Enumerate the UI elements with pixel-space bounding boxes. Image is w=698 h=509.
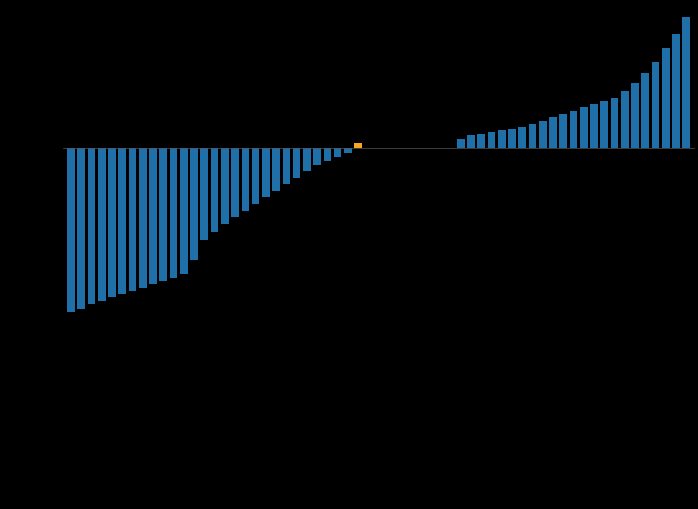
Bar [180, 149, 188, 275]
Bar [139, 149, 147, 288]
Bar [231, 149, 239, 218]
Bar [683, 18, 690, 149]
Bar [272, 149, 280, 191]
Bar [128, 149, 136, 291]
Bar [559, 115, 567, 149]
Bar [519, 128, 526, 149]
Bar [313, 149, 321, 165]
Bar [539, 121, 547, 149]
Bar [621, 92, 629, 149]
Bar [283, 149, 290, 185]
Bar [457, 139, 465, 149]
Bar [344, 149, 352, 154]
Bar [324, 149, 332, 162]
Bar [242, 149, 249, 211]
Bar [108, 149, 116, 298]
Bar [88, 149, 96, 304]
Bar [508, 129, 516, 149]
Bar [570, 111, 577, 149]
Bar [652, 63, 660, 149]
Bar [221, 149, 229, 224]
Bar [149, 149, 157, 285]
Bar [672, 35, 680, 149]
Bar [662, 49, 669, 149]
Bar [119, 149, 126, 295]
Bar [77, 149, 85, 309]
Bar [170, 149, 177, 278]
Bar [477, 134, 485, 149]
Bar [488, 133, 496, 149]
Bar [200, 149, 208, 241]
Bar [98, 149, 105, 301]
Bar [355, 144, 362, 149]
Bar [498, 131, 505, 149]
Bar [334, 149, 341, 157]
Bar [631, 83, 639, 149]
Bar [549, 118, 557, 149]
Bar [303, 149, 311, 172]
Bar [611, 98, 618, 149]
Bar [641, 74, 649, 149]
Bar [580, 108, 588, 149]
Bar [528, 125, 536, 149]
Bar [159, 149, 167, 281]
Bar [211, 149, 218, 233]
Bar [467, 136, 475, 149]
Bar [262, 149, 269, 198]
Bar [252, 149, 260, 205]
Bar [67, 149, 75, 313]
Bar [292, 149, 300, 179]
Bar [600, 102, 608, 149]
Bar [591, 105, 598, 149]
Bar [191, 149, 198, 260]
